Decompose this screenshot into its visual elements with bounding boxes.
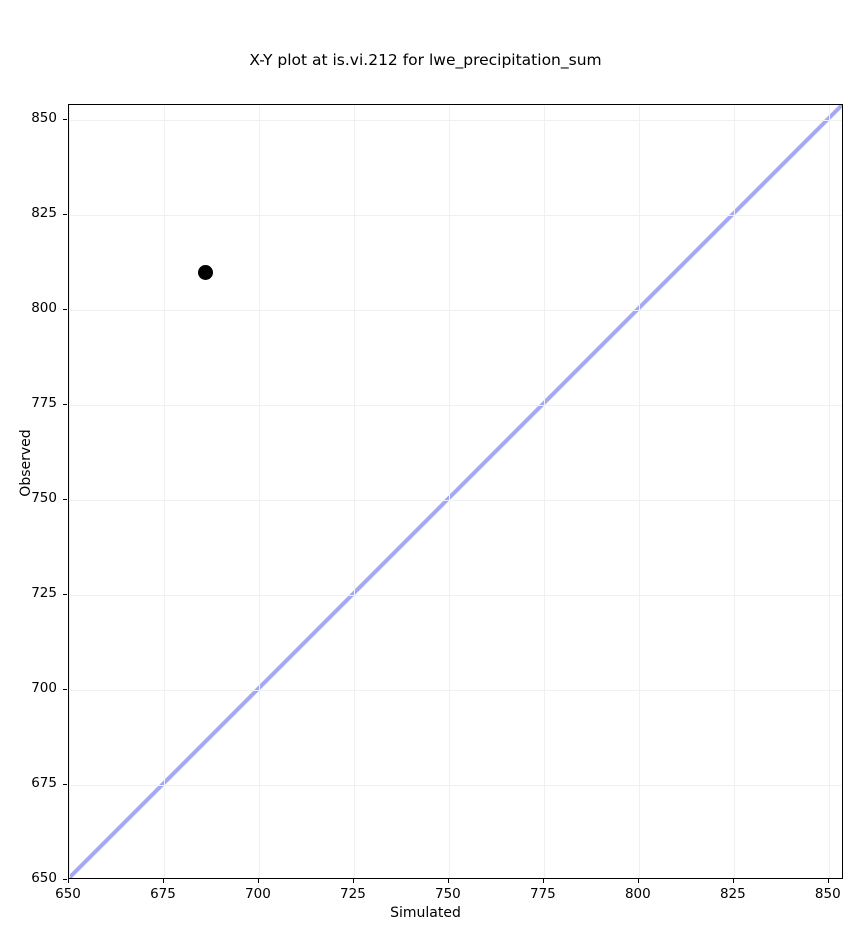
y-axis-tick [63,404,67,406]
gridline-horizontal [69,405,842,407]
x-axis-tick [162,879,164,883]
chart-title-line-1: X-Y plot at is.vi.212 for lwe_precipitat… [249,51,602,69]
gridline-horizontal [69,500,842,502]
y-axis-tick [63,499,67,501]
gridline-vertical [353,105,355,878]
x-axis-tick-label: 700 [245,886,271,902]
y-axis-tick-label: 850 [31,110,57,127]
gridline-vertical [448,105,450,878]
x-axis-tick [257,879,259,883]
x-axis-tick [352,879,354,883]
x-axis-tick-label: 800 [624,886,651,902]
y-axis-tick [63,214,67,216]
y-axis-tick-label: 800 [31,300,57,317]
x-axis-tick [637,879,639,883]
y-axis-label: Observed [18,429,34,497]
gridline-horizontal [69,310,842,312]
x-axis-tick-label: 675 [150,886,176,902]
y-axis-tick-label: 825 [31,205,57,222]
y-axis-tick [63,594,67,596]
y-axis-tick [63,119,67,121]
x-axis-tick [447,879,449,883]
y-axis-tick-label: 750 [31,490,57,507]
y-axis-tick [63,309,67,311]
gridline-vertical [69,105,70,878]
x-axis-tick-label: 825 [719,886,746,902]
y-axis-tick [63,689,67,691]
x-axis-tick [68,879,69,883]
x-axis-tick-label: 850 [814,886,841,902]
y-axis-tick-label: 775 [31,395,57,412]
identity-line [69,105,842,878]
data-point [198,264,214,280]
x-axis-tick-label: 750 [435,886,461,902]
gridline-horizontal [69,215,842,217]
gridline-horizontal [69,595,842,597]
gridline-horizontal [69,785,842,787]
gridline-vertical [638,105,640,878]
x-axis-tick-label: 775 [529,886,556,902]
x-axis-tick [732,879,734,883]
x-axis-tick [542,879,544,883]
gridline-vertical [828,105,830,878]
y-axis-tick [63,784,67,786]
gridline-vertical [163,105,165,878]
x-axis-label: Simulated [390,905,461,921]
gridline-horizontal [69,690,842,692]
x-axis-tick-label: 725 [340,886,366,902]
gridline-vertical [733,105,735,878]
x-axis-tick [827,879,829,883]
plot-area [68,104,843,879]
y-axis-tick-label: 650 [31,870,57,886]
gridline-vertical [258,105,260,878]
y-axis-tick-label: 700 [31,680,57,697]
y-axis-tick [63,879,67,880]
x-axis-tick-label: 650 [55,886,81,902]
y-axis-tick-label: 675 [31,775,57,792]
y-axis-tick-label: 725 [31,585,57,602]
gridline-vertical [543,105,545,878]
gridline-horizontal [69,120,842,122]
